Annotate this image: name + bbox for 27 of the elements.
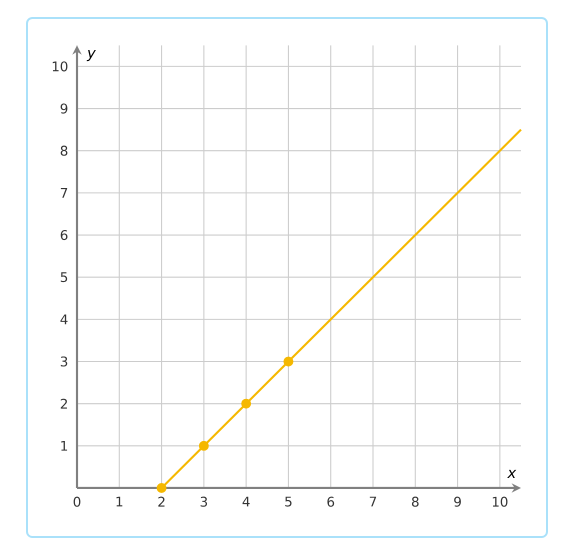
x-tick-label: 4 <box>242 496 250 506</box>
y-tick-label: 8 <box>60 146 68 156</box>
x-tick-label: 10 <box>492 496 508 507</box>
x-tick-label: 9 <box>454 496 461 507</box>
x-axis-title: x <box>507 470 516 478</box>
y-tick-label: 10 <box>52 61 68 72</box>
x-tick-label: 7 <box>370 496 376 506</box>
y-axis-title: y <box>86 50 96 62</box>
point <box>156 483 167 493</box>
point <box>198 440 209 451</box>
x-tick-label: 2 <box>158 496 164 507</box>
x-tick-label: 6 <box>327 496 334 507</box>
y-tick-label: 7 <box>60 188 68 198</box>
x-tick-label: 1 <box>116 496 122 506</box>
x-tick-label: 8 <box>412 496 419 507</box>
y-tick-label: 1 <box>61 440 68 451</box>
point <box>283 356 294 366</box>
x-tick-label: 5 <box>285 496 292 507</box>
y-tick-label: 3 <box>60 356 68 367</box>
y-tick-label: 2 <box>60 398 67 409</box>
x-tick-label: 0 <box>74 496 80 507</box>
y-tick-label: 5 <box>60 272 68 282</box>
point <box>241 398 252 409</box>
y-tick-label: 6 <box>60 230 68 240</box>
y-tick-label: 4 <box>60 314 68 324</box>
y-tick-label: 9 <box>60 104 68 114</box>
x-tick-label: 3 <box>200 496 208 507</box>
